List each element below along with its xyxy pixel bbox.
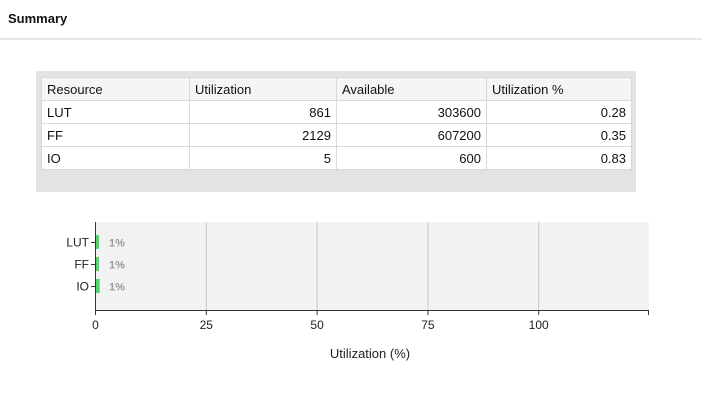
column-header-available[interactable]: Available <box>336 77 487 101</box>
y-tick-label: IO <box>76 280 89 294</box>
x-tick-label: 25 <box>200 318 214 332</box>
available-cell: 607200 <box>336 123 487 147</box>
x-tick-label: 50 <box>310 318 324 332</box>
summary-header: Summary <box>0 0 702 40</box>
bar-label: 1% <box>109 282 125 294</box>
resource-cell: IO <box>41 146 190 170</box>
utilization-percent-cell: 0.83 <box>486 146 632 170</box>
x-axis-title: Utilization (%) <box>330 346 410 361</box>
utilization-percent-cell: 0.28 <box>486 100 632 124</box>
column-header-utilization-percent[interactable]: Utilization % <box>486 77 632 101</box>
plot-area <box>95 222 649 310</box>
y-tick-label: FF <box>74 258 89 272</box>
table-row[interactable]: FF 2129 607200 0.35 <box>41 123 632 147</box>
utilization-percent-cell: 0.35 <box>486 123 632 147</box>
bar <box>96 235 99 249</box>
bar-label: 1% <box>109 238 125 250</box>
available-cell: 303600 <box>336 100 487 124</box>
y-tick-label: LUT <box>66 236 89 250</box>
resource-cell: FF <box>41 123 190 147</box>
table-row[interactable]: IO 5 600 0.83 <box>41 146 632 170</box>
column-header-utilization[interactable]: Utilization <box>189 77 337 101</box>
table-row[interactable]: LUT 861 303600 0.28 <box>41 100 632 124</box>
table-header-row: Resource Utilization Available Utilizati… <box>41 77 632 101</box>
utilization-cell: 5 <box>189 146 337 170</box>
utilization-table-panel: Resource Utilization Available Utilizati… <box>36 71 636 192</box>
utilization-cell: 861 <box>189 100 337 124</box>
utilization-cell: 2129 <box>189 123 337 147</box>
bar-label: 1% <box>109 260 125 272</box>
column-header-resource[interactable]: Resource <box>41 77 190 101</box>
resource-cell: LUT <box>41 100 190 124</box>
bar <box>96 257 99 271</box>
page-title: Summary <box>8 11 68 26</box>
x-tick-label: 75 <box>421 318 435 332</box>
utilization-bar-chart: 0 25 50 75 100 LUT 1% FF 1% IO 1% Utilization (%) <box>66 222 649 361</box>
x-tick-label: 0 <box>92 318 99 332</box>
utilization-table: Resource Utilization Available Utilizati… <box>41 77 632 170</box>
available-cell: 600 <box>336 146 487 170</box>
bar <box>96 279 100 293</box>
x-tick-label: 100 <box>529 318 549 332</box>
